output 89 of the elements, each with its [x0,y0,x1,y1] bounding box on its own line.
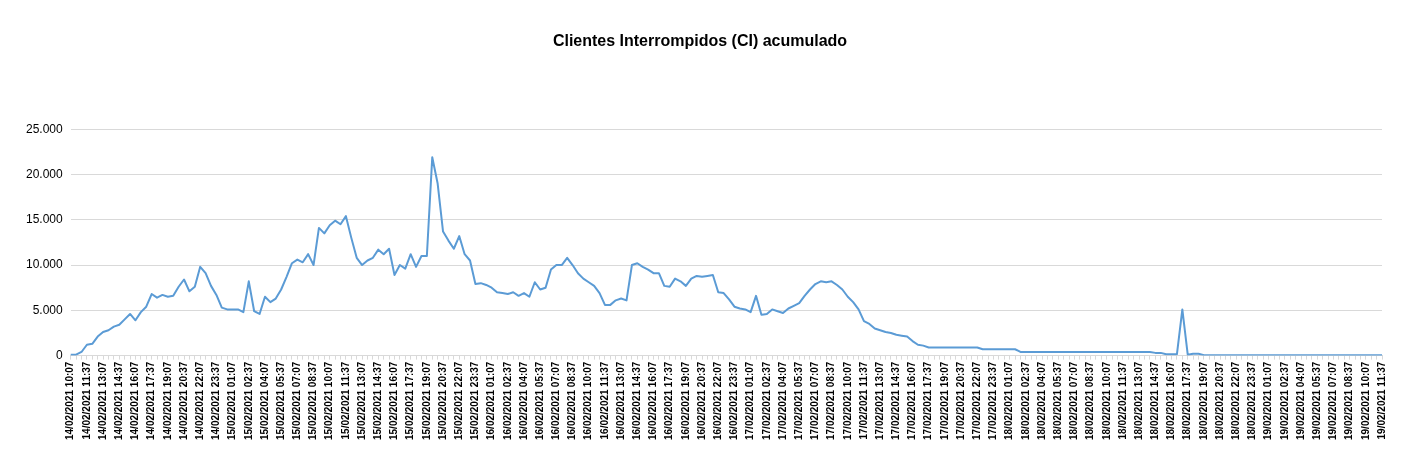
x-tick-label: 14/02/2021 14:37 [113,361,125,440]
x-tick-label: 17/02/2021 04:07 [776,361,788,440]
x-tick-label: 18/02/2021 13:07 [1132,361,1144,440]
x-tick-label: 15/02/2021 13:07 [355,361,367,440]
x-tick-label: 15/02/2021 10:07 [323,361,335,440]
x-tick-label: 15/02/2021 04:07 [258,361,270,440]
x-tick-label: 15/02/2021 20:37 [436,361,448,440]
x-tick-label: 16/02/2021 13:07 [614,361,626,440]
y-tick-label: 0 [56,347,64,362]
x-tick-label: 19/02/2021 02:37 [1278,361,1290,440]
x-tick-label: 18/02/2021 20:37 [1213,361,1225,440]
x-tick-label: 16/02/2021 22:07 [712,361,724,440]
x-tick-label: 16/02/2021 10:07 [582,361,594,440]
x-tick-label: 19/02/2021 04:07 [1294,361,1306,440]
x-tick-label: 17/02/2021 14:37 [890,361,902,440]
x-tick-label: 16/02/2021 11:37 [598,361,610,440]
x-tick-label: 19/02/2021 01:07 [1262,361,1274,440]
x-tick-label: 14/02/2021 23:37 [210,361,222,440]
x-tick-label: 19/02/2021 10:07 [1359,361,1371,440]
x-tick-label: 18/02/2021 07:07 [1068,361,1080,440]
x-tick-label: 17/02/2021 17:37 [922,361,934,440]
x-tick-label: 16/02/2021 17:37 [663,361,675,440]
x-tick-label: 19/02/2021 08:37 [1343,361,1355,440]
x-tick-label: 18/02/2021 23:37 [1246,361,1258,440]
x-tick-label: 18/02/2021 05:37 [1051,361,1063,440]
y-tick-label: 10.000 [26,257,64,272]
x-tick-label: 15/02/2021 01:07 [226,361,238,440]
x-tick-label: 18/02/2021 11:37 [1116,361,1128,440]
x-tick-label: 17/02/2021 16:07 [906,361,918,440]
x-tick-label: 16/02/2021 04:07 [517,361,529,440]
x-tick-label: 17/02/2021 07:07 [809,361,821,440]
x-tick-label: 15/02/2021 22:07 [452,361,464,440]
x-tick-label: 15/02/2021 16:07 [388,361,400,440]
x-tick-label: 18/02/2021 14:37 [1149,361,1161,440]
x-tick-label: 14/02/2021 10:07 [64,361,76,440]
x-tick-label: 14/02/2021 11:37 [80,361,92,440]
x-tick-label: 18/02/2021 19:07 [1197,361,1209,440]
x-tick-label: 17/02/2021 22:07 [971,361,983,440]
x-tick-label: 17/02/2021 11:37 [857,361,869,440]
x-tick-label: 18/02/2021 02:37 [1019,361,1031,440]
x-tick-label: 14/02/2021 19:07 [161,361,173,440]
x-tick-label: 15/02/2021 19:07 [420,361,432,440]
x-tick-label: 17/02/2021 08:37 [825,361,837,440]
x-tick-label: 15/02/2021 08:37 [307,361,319,440]
x-tick-label: 15/02/2021 05:37 [274,361,286,440]
x-tick-label: 16/02/2021 07:07 [550,361,562,440]
x-tick-label: 18/02/2021 22:07 [1230,361,1242,440]
y-tick-label: 20.000 [26,166,64,181]
x-tick-label: 16/02/2021 14:37 [631,361,643,440]
x-tick-label: 17/02/2021 05:37 [792,361,804,440]
x-tick-label: 14/02/2021 20:37 [177,361,189,440]
x-tick-label: 16/02/2021 20:37 [695,361,707,440]
x-tick-label: 17/02/2021 02:37 [760,361,772,440]
x-tick-label: 17/02/2021 19:07 [938,361,950,440]
x-tick-label: 16/02/2021 23:37 [728,361,740,440]
x-tick-label: 15/02/2021 07:07 [291,361,303,440]
x-tick-label: 18/02/2021 16:07 [1165,361,1177,440]
x-tick-label: 18/02/2021 04:07 [1035,361,1047,440]
y-tick-label: 5.000 [32,302,64,317]
x-tick-label: 16/02/2021 16:07 [647,361,659,440]
x-tick-label: 14/02/2021 16:07 [129,361,141,440]
x-tick-label: 17/02/2021 10:07 [841,361,853,440]
x-tick-label: 16/02/2021 02:37 [501,361,513,440]
x-tick-label: 19/02/2021 05:37 [1310,361,1322,440]
x-tick-label: 18/02/2021 08:37 [1084,361,1096,440]
x-tick-label: 14/02/2021 13:07 [96,361,108,440]
x-tick-label: 18/02/2021 10:07 [1100,361,1112,440]
x-tick-label: 16/02/2021 08:37 [566,361,578,440]
x-tick-label: 19/02/2021 07:07 [1327,361,1339,440]
x-tick-label: 15/02/2021 23:37 [469,361,481,440]
x-tick-label: 16/02/2021 05:37 [533,361,545,440]
x-tick-label: 18/02/2021 17:37 [1181,361,1193,440]
x-tick-label: 15/02/2021 17:37 [404,361,416,440]
x-tick-label: 17/02/2021 13:07 [873,361,885,440]
x-tick-label: 19/02/2021 11:37 [1375,361,1387,440]
x-tick-label: 15/02/2021 14:37 [372,361,384,440]
y-tick-label: 15.000 [26,212,64,227]
x-tick-label: 16/02/2021 01:07 [485,361,497,440]
x-tick-label: 14/02/2021 17:37 [145,361,157,440]
x-tick-label: 17/02/2021 23:37 [987,361,999,440]
x-tick-label: 18/02/2021 01:07 [1003,361,1015,440]
chart-title: Clientes Interrompidos (CI) acumulado [552,32,848,50]
x-tick-label: 15/02/2021 11:37 [339,361,351,440]
x-tick-label: 17/02/2021 20:37 [954,361,966,440]
y-tick-label: 25.000 [26,121,64,136]
x-tick-label: 16/02/2021 19:07 [679,361,691,440]
x-tick-label: 14/02/2021 22:07 [193,361,205,440]
x-tick-label: 17/02/2021 01:07 [744,361,756,440]
x-tick-label: 15/02/2021 02:37 [242,361,254,440]
